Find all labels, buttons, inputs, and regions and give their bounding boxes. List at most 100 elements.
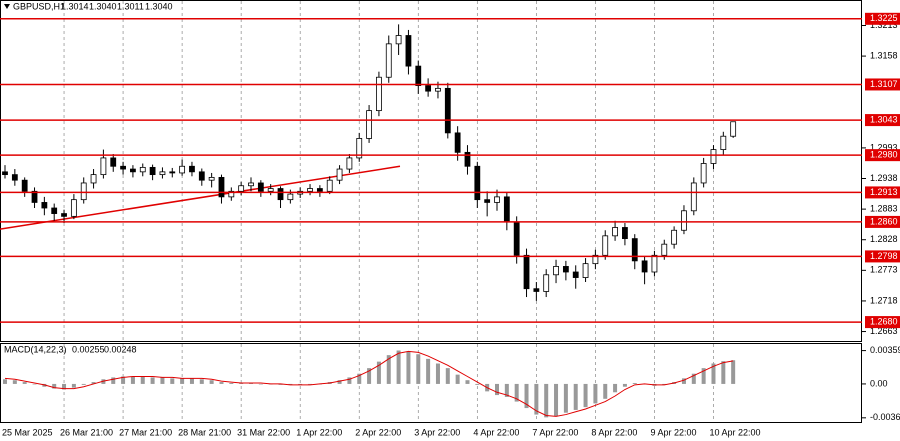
macd-bar xyxy=(386,355,391,384)
candle-body xyxy=(484,199,491,203)
candle-body xyxy=(198,171,205,181)
candle-body xyxy=(41,202,48,209)
x-tick-label: 8 Apr 22:00 xyxy=(591,427,637,437)
level-label-box xyxy=(865,215,900,228)
macd-bar xyxy=(406,351,411,384)
candle-body xyxy=(533,288,540,292)
macd-bar xyxy=(435,363,440,384)
macd-bar xyxy=(613,383,618,393)
candle-body xyxy=(189,165,195,173)
candle-body xyxy=(376,76,382,112)
y-tick-label: 1.3213 xyxy=(870,20,898,30)
level-label-box xyxy=(865,250,900,263)
macd-bar xyxy=(681,378,686,384)
level-label: 1.3225 xyxy=(870,13,898,23)
level-label: 1.2980 xyxy=(870,150,898,160)
macd-value: 0.00255 xyxy=(72,344,105,354)
y-tick-label: 0.00359 xyxy=(870,345,900,355)
candle-body xyxy=(2,171,8,176)
ohlc-high: 1.3040 xyxy=(89,1,117,11)
candle-body xyxy=(592,254,599,265)
level-label: 1.2860 xyxy=(870,216,898,226)
candle-body xyxy=(218,176,225,198)
candle-body xyxy=(651,254,658,273)
candle-body xyxy=(61,213,67,217)
header-arrow xyxy=(4,4,10,9)
candle-body xyxy=(90,174,97,184)
macd-bar xyxy=(91,382,96,384)
candle-body xyxy=(612,227,618,237)
candle-body xyxy=(690,182,697,212)
candle-body xyxy=(159,171,166,176)
candle-body xyxy=(267,188,274,192)
macd-bar xyxy=(495,383,499,396)
macd-bar xyxy=(465,380,470,384)
candle-body xyxy=(513,221,520,256)
macd-bar xyxy=(52,383,57,389)
candle-body xyxy=(11,174,18,181)
macd-bar xyxy=(367,368,372,384)
macd-bar xyxy=(534,383,539,415)
candle-body xyxy=(523,254,530,290)
macd-bar xyxy=(455,374,460,384)
candle-body xyxy=(51,207,58,214)
macd-pane xyxy=(0,343,862,423)
x-tick-label: 31 Mar 22:00 xyxy=(237,427,290,437)
ohlc-open: 1.3014 xyxy=(61,1,89,11)
x-tick-label: 4 Apr 22:00 xyxy=(473,427,519,437)
macd-bar xyxy=(721,361,726,384)
candle-body xyxy=(425,85,432,92)
candle-body xyxy=(582,263,589,278)
level-label: 1.2913 xyxy=(870,187,898,197)
macd-bar xyxy=(731,360,736,384)
y-tick-label: 1.2993 xyxy=(870,142,898,152)
candle-body xyxy=(572,271,579,278)
macd-bar xyxy=(170,378,175,384)
macd-bar xyxy=(180,378,185,384)
candle-body xyxy=(149,166,156,176)
ohlc-close: 1.3040 xyxy=(145,1,173,11)
macd-bar xyxy=(426,358,431,384)
candle-body xyxy=(110,157,117,167)
macd-name: MACD(14,22,3) xyxy=(4,344,67,354)
candle-body xyxy=(257,182,264,192)
macd-bar xyxy=(396,350,401,384)
candle-body xyxy=(169,171,176,174)
macd-bar xyxy=(209,380,214,384)
macd-bar xyxy=(229,383,234,384)
candle-body xyxy=(277,188,284,201)
candle-body xyxy=(316,188,323,192)
candle-body xyxy=(100,157,107,176)
x-tick-label: 26 Mar 21:00 xyxy=(60,427,113,437)
candle-body xyxy=(464,151,471,167)
candle-body xyxy=(356,138,363,159)
candle-body xyxy=(179,165,186,174)
macd-bar xyxy=(219,382,224,384)
y-tick-label: 1.2773 xyxy=(870,265,898,275)
level-label: 1.2680 xyxy=(870,316,898,326)
macd-bar xyxy=(701,368,706,384)
macd-bar xyxy=(308,383,313,385)
macd-bar xyxy=(62,383,67,390)
candle-body xyxy=(21,179,28,192)
candle-body xyxy=(307,188,313,192)
candle-body xyxy=(287,193,294,201)
candle-body xyxy=(631,238,638,262)
x-tick-label: 25 Mar 2025 xyxy=(2,427,53,437)
candle-body xyxy=(415,65,422,86)
macd-bar xyxy=(150,377,155,384)
level-label-box xyxy=(865,186,900,199)
macd-bar xyxy=(32,383,37,385)
symbol: GBPUSD,H1 xyxy=(13,1,65,11)
candle-body xyxy=(395,35,402,45)
candle-body xyxy=(671,229,678,245)
x-tick-label: 7 Apr 22:00 xyxy=(532,427,578,437)
candle-body xyxy=(602,235,609,256)
macd-bar xyxy=(71,383,76,388)
candle-body xyxy=(385,43,392,78)
macd-bar xyxy=(475,383,480,385)
macd-bar xyxy=(189,378,194,384)
x-tick-label: 3 Apr 22:00 xyxy=(414,427,460,437)
